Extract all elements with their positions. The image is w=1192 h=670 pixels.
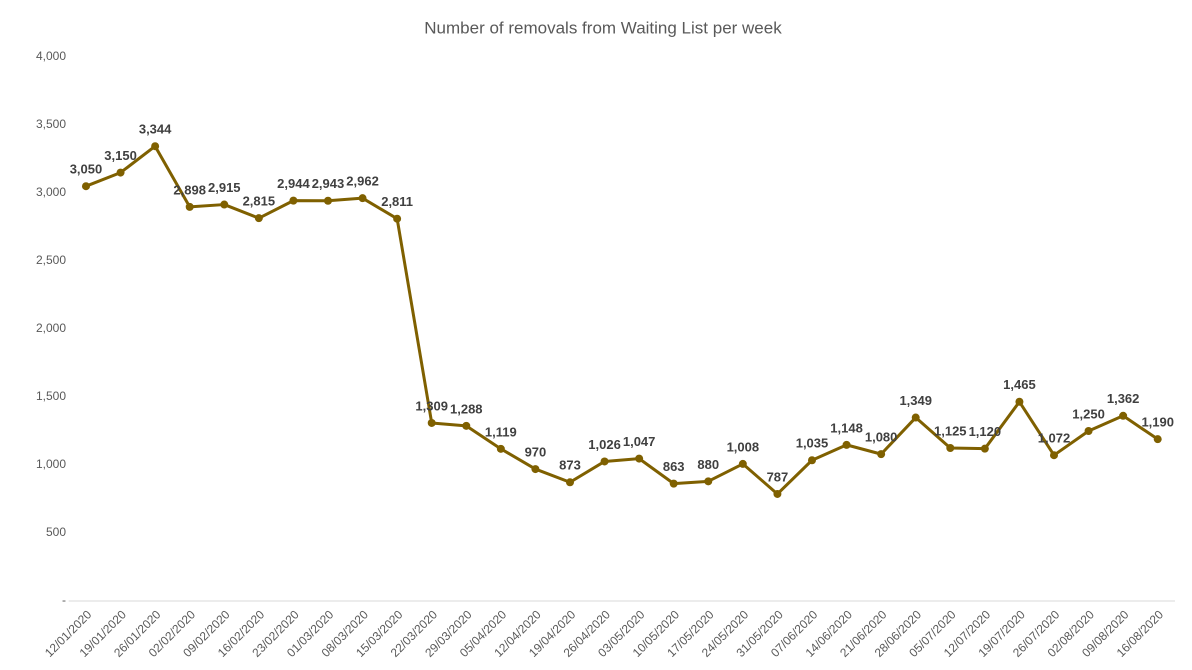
marker <box>531 465 540 474</box>
data-label: 1,008 <box>727 439 760 454</box>
marker <box>1119 411 1128 420</box>
marker <box>911 413 920 422</box>
marker <box>393 214 402 223</box>
marker <box>1015 397 1024 406</box>
data-label: 880 <box>697 457 719 472</box>
marker <box>946 444 955 452</box>
data-label: 2,943 <box>312 176 345 191</box>
y-tick-label: 1,000 <box>36 457 66 471</box>
data-label: 1,120 <box>969 424 1002 439</box>
data-label: 1,080 <box>865 430 898 445</box>
marker <box>807 456 816 465</box>
data-label: 2,815 <box>243 194 276 209</box>
marker <box>185 202 194 211</box>
y-tick-label: 4,000 <box>36 49 66 63</box>
marker <box>738 459 747 468</box>
data-label: 3,344 <box>139 122 172 137</box>
data-label: 1,465 <box>1003 377 1036 392</box>
marker <box>81 182 90 191</box>
chart-title: Number of removals from Waiting List per… <box>424 18 782 37</box>
y-tick-label: 2,000 <box>36 321 66 335</box>
data-label: 1,362 <box>1107 391 1140 406</box>
marker <box>323 196 332 205</box>
data-label: 3,150 <box>104 148 137 163</box>
marker <box>1153 435 1162 444</box>
y-tick-label: - <box>62 593 66 607</box>
marker <box>773 489 782 498</box>
marker <box>1084 427 1093 435</box>
marker <box>565 478 574 487</box>
data-label: 1,148 <box>830 420 863 435</box>
data-label: 2,915 <box>208 180 241 195</box>
marker <box>635 454 644 463</box>
data-label: 1,125 <box>934 423 967 438</box>
marker <box>289 196 298 205</box>
data-label: 787 <box>767 469 789 484</box>
marker <box>704 477 713 486</box>
marker <box>980 444 989 453</box>
data-label: 1,288 <box>450 401 483 416</box>
data-label: 2,898 <box>173 182 206 197</box>
data-label: 1,026 <box>588 437 621 452</box>
data-label: 1,190 <box>1141 415 1174 430</box>
data-label: 863 <box>663 459 685 474</box>
data-label: 1,047 <box>623 434 656 449</box>
data-label: 1,349 <box>899 393 932 408</box>
marker <box>877 450 886 459</box>
line <box>85 144 1159 496</box>
data-label: 2,944 <box>277 176 310 191</box>
marker <box>496 444 505 453</box>
y-tick-label: 1,500 <box>36 389 66 403</box>
marker <box>600 457 609 466</box>
marker <box>116 168 125 177</box>
data-label: 970 <box>525 445 547 460</box>
marker <box>1049 451 1058 460</box>
data-label: 1,119 <box>485 424 517 439</box>
y-tick-label: 3,000 <box>36 185 66 199</box>
data-label: 3,050 <box>70 162 103 177</box>
marker <box>151 142 160 151</box>
marker <box>254 214 263 223</box>
marker <box>358 194 367 203</box>
data-label: 1,309 <box>415 398 448 413</box>
data-label: 873 <box>559 458 581 473</box>
data-label: 1,035 <box>796 436 829 451</box>
data-label: 2,962 <box>346 174 379 189</box>
data-label: 1,250 <box>1072 406 1105 421</box>
data-label: 1,072 <box>1038 431 1071 446</box>
y-tick-label: 3,500 <box>36 117 66 131</box>
marker <box>462 421 471 430</box>
marker <box>220 200 229 209</box>
marker <box>669 479 678 488</box>
marker <box>842 440 851 449</box>
y-tick-label: 2,500 <box>36 253 66 267</box>
data-label: 2,811 <box>381 194 413 209</box>
marker <box>427 418 436 427</box>
y-tick-label: 500 <box>46 525 66 539</box>
